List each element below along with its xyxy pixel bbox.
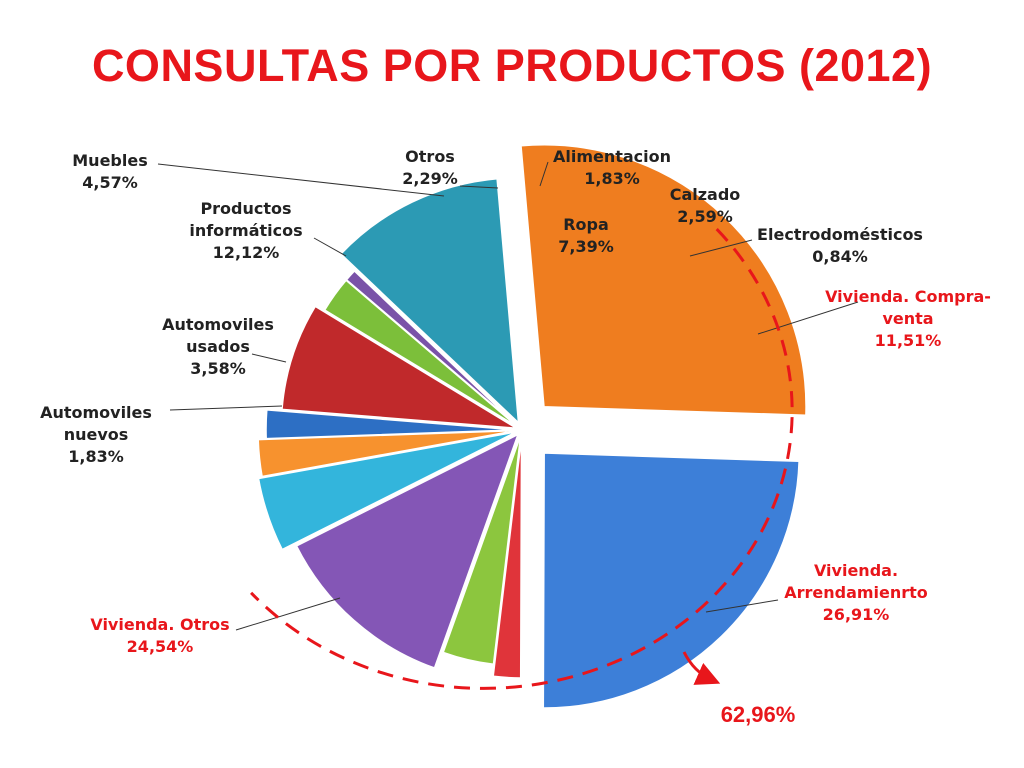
pie-slice-vivienda- [520, 144, 807, 416]
slice-label: Muebles 4,57% [72, 151, 147, 192]
pie-slice-vivienda-otros [542, 452, 800, 709]
slice-label: Electrodomésticos 0,84% [757, 225, 923, 266]
slice-label: Otros 2,29% [402, 147, 458, 188]
pie-slice-electrodom-sticos [345, 269, 519, 427]
slice-label: Automoviles nuevos 1,83% [40, 403, 152, 466]
pie-slice-productos [295, 432, 520, 669]
pie-slice-automoviles [492, 437, 523, 679]
pie-slice-muebles [257, 431, 517, 551]
leader-line [757, 301, 859, 335]
slice-label: Ropa 7,39% [558, 215, 614, 256]
slice-label: Alimentacion 1,83% [553, 147, 671, 188]
leader-line [157, 163, 445, 197]
pie-slice-automoviles [442, 435, 522, 666]
slice-label: Calzado 2,59% [670, 185, 741, 226]
slice-label: Vivienda. Compra-venta 11,51% [825, 287, 991, 350]
leader-line [251, 353, 287, 363]
slice-label: Vivienda. Otros 24,54% [90, 615, 229, 656]
vivienda-dashed-arc [250, 228, 794, 690]
leader-lines [157, 161, 859, 631]
leader-line [169, 405, 283, 411]
slice-label: Vivienda. Arrendamienrto 26,91% [784, 561, 928, 624]
slice-labels: Alimentacion 1,83% Ropa 7,39% Calzado 2,59% El… [40, 147, 991, 656]
pie-slice-vivienda-compra- [339, 177, 520, 425]
slice-label: Productos informáticos 12,12% [189, 199, 302, 262]
vivienda-arrow [682, 651, 721, 685]
vivienda-total-label: 62,96% [721, 702, 796, 727]
leader-line [539, 161, 549, 187]
chart-title: CONSULTAS POR PRODUCTOS (2012) [91, 40, 933, 91]
pie-slice-otros [257, 429, 517, 478]
leader-line [689, 239, 753, 257]
leader-line [705, 599, 779, 613]
leader-line [313, 237, 347, 257]
slice-label: Automoviles usados 3,58% [162, 315, 274, 378]
pie-slices [257, 144, 807, 709]
vivienda-annotation: 62,96% [250, 228, 796, 727]
leader-line [459, 185, 499, 189]
pie-slice-ropa [281, 305, 517, 429]
leader-line [235, 597, 341, 631]
